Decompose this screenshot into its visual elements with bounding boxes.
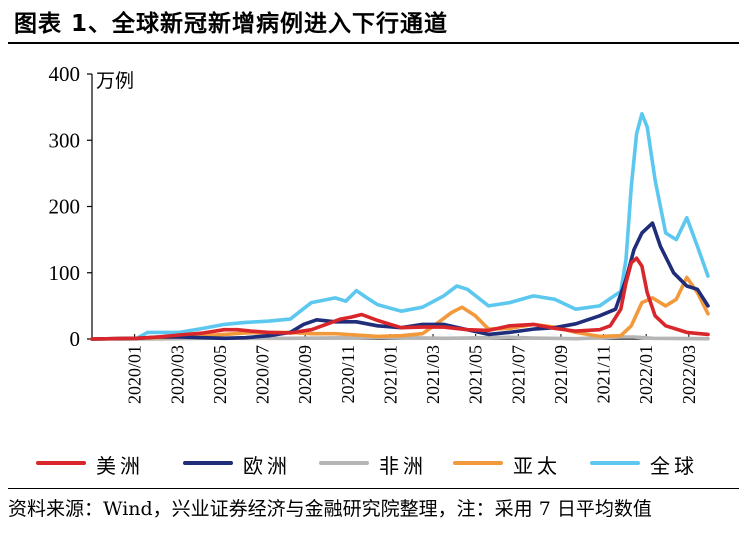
legend-label-asia-pacific: 亚太 <box>513 454 561 478</box>
legend-label-europe: 欧洲 <box>243 454 291 478</box>
legend-swatch-americas <box>36 461 86 465</box>
series-line-europe <box>90 221 710 341</box>
x-tick-label: 2020/07 <box>253 345 273 404</box>
y-tick-label: 100 <box>49 261 81 285</box>
x-tick-label: 2021/09 <box>551 345 571 404</box>
x-axis: 2020/01 2020/03 2020/05 2020/07 2020/09 2020/… <box>92 334 708 404</box>
x-tick-label: 2021/05 <box>466 345 486 404</box>
legend-swatch-africa <box>319 461 369 465</box>
y-tick-label: 300 <box>49 128 81 152</box>
x-tick-label: 2020/03 <box>167 345 187 404</box>
title-divider <box>8 42 739 44</box>
x-tick-label: 2021/01 <box>380 345 400 404</box>
series-line-americas <box>90 256 710 341</box>
source-note: 资料来源：Wind，兴业证券经济与金融研究院整理，注：采用 7 日平均数值 <box>8 498 652 520</box>
legend-swatch-asia-pacific <box>453 461 503 465</box>
y-unit-label: 万例 <box>96 70 134 92</box>
x-tick-label: 2021/11 <box>594 345 614 403</box>
source-divider <box>8 488 739 489</box>
x-tick-label: 2020/09 <box>295 345 315 404</box>
x-tick-label: 2020/11 <box>338 345 358 403</box>
chart-title: 图表 1、全球新冠新增病例进入下行通道 <box>14 11 449 37</box>
y-tick-label: 400 <box>49 62 81 86</box>
y-axis: 0 100 200 300 400 <box>49 62 93 351</box>
series-line-global <box>90 112 710 341</box>
legend: 美洲 欧洲 非洲 亚太 全球 <box>36 450 736 478</box>
y-tick-label: 200 <box>49 195 81 219</box>
x-tick-label: 2021/07 <box>508 345 528 404</box>
x-tick-label: 2022/01 <box>636 345 656 404</box>
x-tick-label: 2022/03 <box>679 345 699 404</box>
legend-swatch-europe <box>183 461 233 465</box>
series-layer <box>90 112 710 341</box>
x-tick-label: 2021/03 <box>423 345 443 404</box>
legend-label-africa: 非洲 <box>379 454 427 478</box>
legend-label-americas: 美洲 <box>96 454 144 478</box>
legend-swatch-global <box>590 461 640 465</box>
x-tick-label: 2020/05 <box>210 345 230 404</box>
x-tick-label: 2020/01 <box>125 345 145 404</box>
legend-label-global: 全球 <box>650 454 698 478</box>
y-tick-label: 0 <box>70 327 81 351</box>
